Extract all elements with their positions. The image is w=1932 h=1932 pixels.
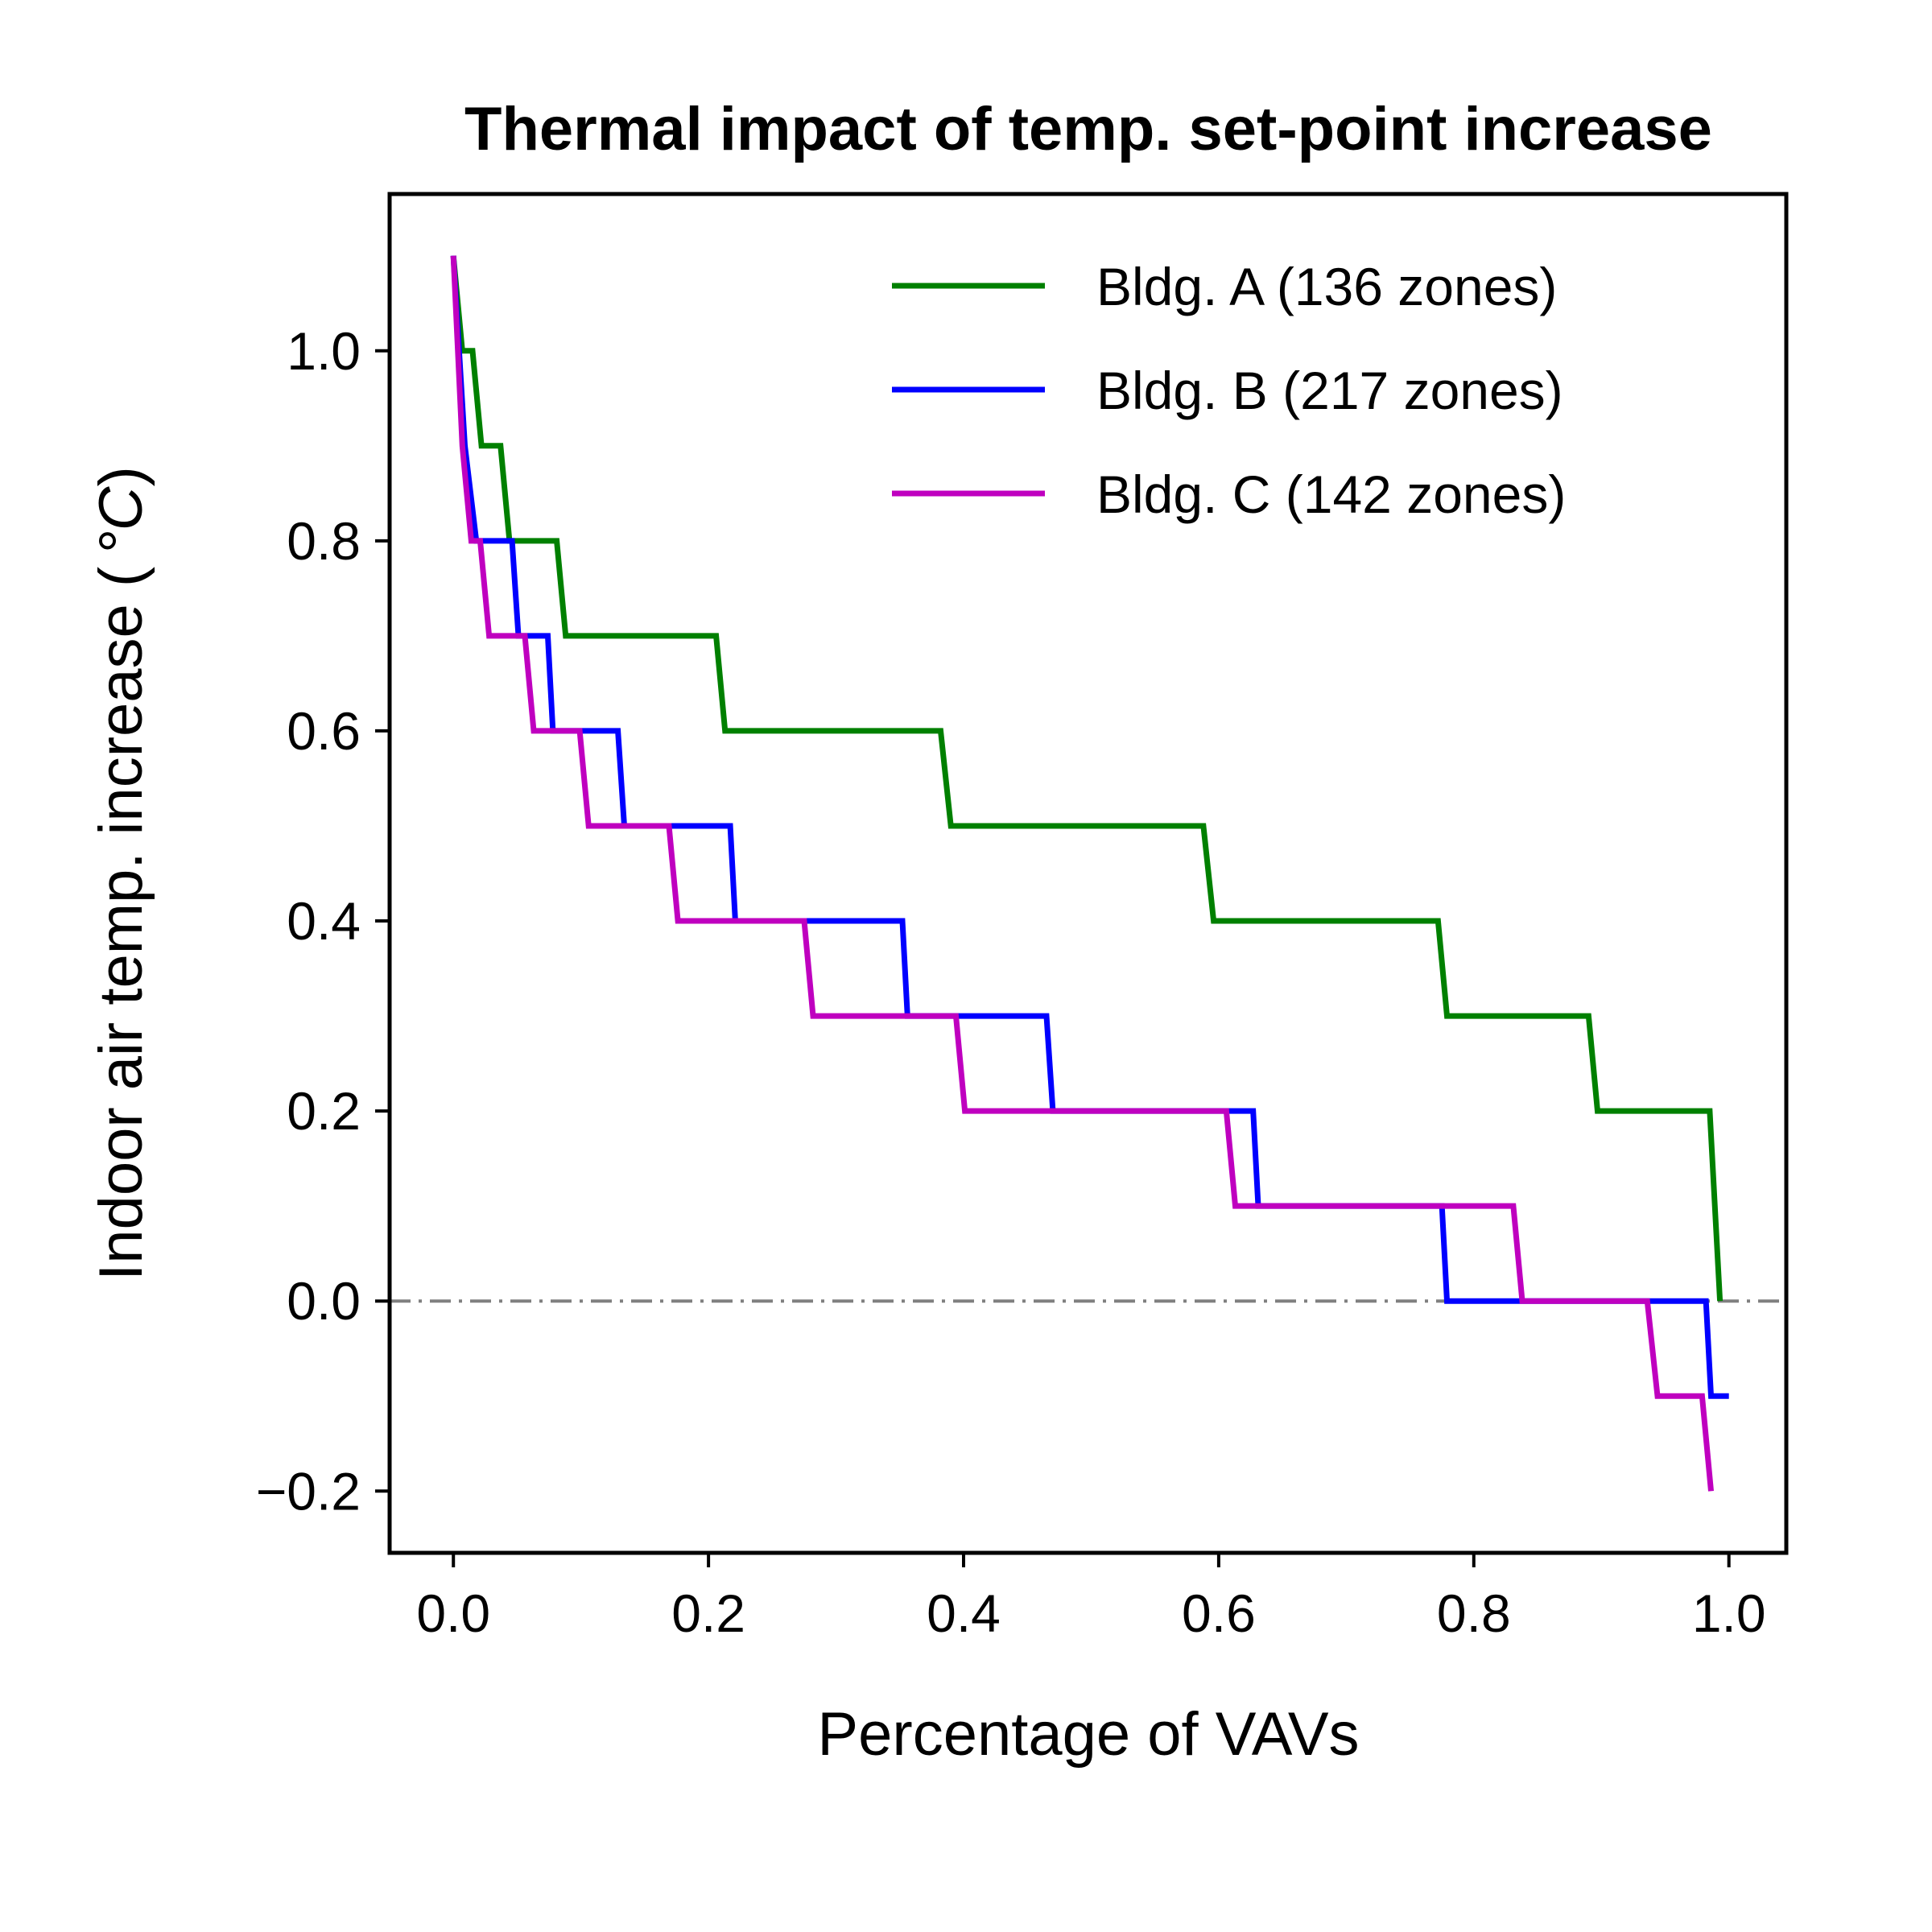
series-line-bldg-c [450,255,1714,1492]
y-axis: −0.2 0.0 0.2 0.4 0.6 0.8 1.0 [256,321,390,1521]
legend: Bldg. A (136 zones) Bldg. B (217 zones) Bl… [892,257,1566,524]
y-tick-label: 0.0 [287,1271,361,1331]
x-tick-label: 0.6 [1182,1583,1256,1643]
series-line-bldg-a [450,255,1724,1302]
legend-label: Bldg. B (217 zones) [1096,361,1563,420]
plot-area [390,255,1786,1492]
x-tick-label: 1.0 [1692,1583,1766,1643]
series-line-bldg-b [450,255,1729,1399]
legend-label: Bldg. A (136 zones) [1096,257,1557,316]
x-tick-label: 0.4 [927,1583,1001,1643]
y-axis-label: Indoor air temp. increase (°C) [87,466,155,1281]
y-tick-label: 0.6 [287,701,361,761]
y-tick-label: −0.2 [256,1461,361,1521]
plot-frame [387,192,1789,1555]
y-tick-label: 0.4 [287,891,361,951]
x-tick-label: 0.2 [671,1583,745,1643]
x-tick-label: 0.0 [416,1583,490,1643]
x-tick-label: 0.8 [1437,1583,1511,1643]
legend-label: Bldg. C (142 zones) [1096,464,1566,524]
x-axis: 0.0 0.2 0.4 0.6 0.8 1.0 [416,1553,1766,1643]
y-tick-label: 1.0 [287,321,361,381]
x-axis-label: Percentage of VAVs [817,1700,1359,1769]
chart-title: Thermal impact of temp. set-point increa… [464,95,1712,163]
y-tick-label: 0.2 [287,1081,361,1141]
y-tick-label: 0.8 [287,511,361,571]
